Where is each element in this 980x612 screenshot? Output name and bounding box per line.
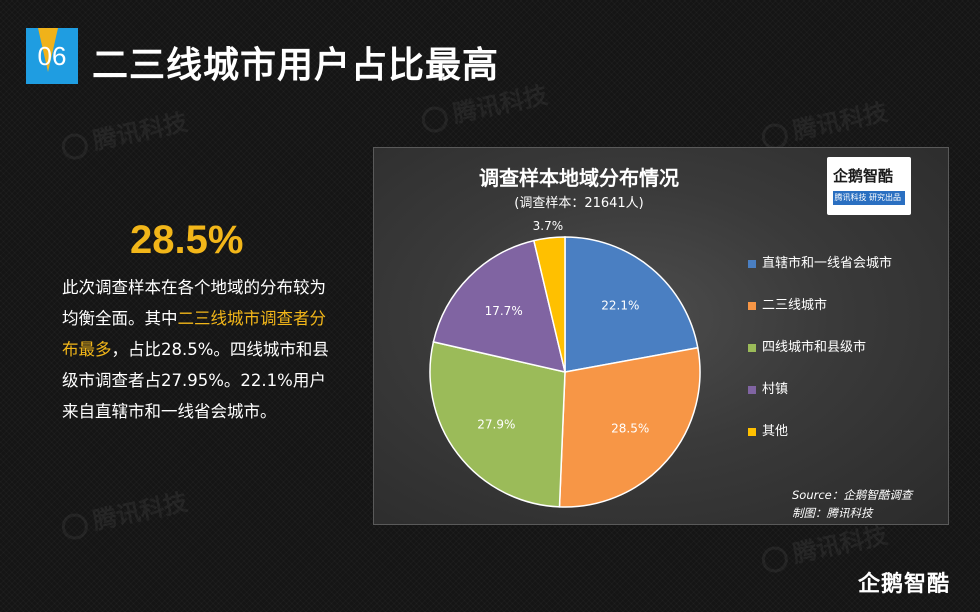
legend-item-4: 其他: [748, 420, 892, 462]
legend-item-0: 直辖市和一线省会城市: [748, 252, 892, 294]
pie-slice-3: [432, 239, 567, 373]
description-part-2: ，占比28.5%。四线城市和县级市调查者占27.95%。22.1%用户来自直辖市…: [62, 340, 329, 421]
pie-slice-1: [558, 346, 701, 508]
legend-item-1: 二三线城市: [748, 294, 892, 336]
legend-label-2: 四线城市和县级市: [762, 340, 867, 355]
pie-slice-2: [429, 341, 566, 508]
slide-number-tab: 06: [26, 28, 78, 84]
description-part-1: 此次调查样本在各个地域的分布较为均衡全面。其中: [62, 278, 326, 328]
legend-swatch-0: [748, 259, 756, 268]
description-text: 此次调查样本在各个地域的分布较为均衡全面。其中二三线城市调查者分布最多，占比28…: [62, 272, 342, 427]
legend-label-3: 村镇: [762, 382, 789, 397]
legend-label-4: 其他: [762, 424, 789, 439]
chart-logo-subtitle: 腾讯科技 研究出品: [833, 191, 905, 205]
pie-slice-4: [532, 236, 566, 373]
legend-swatch-1: [748, 301, 756, 310]
slide-title: 二三线城市用户占比最高: [92, 45, 500, 86]
chart-credit: 制图：腾讯科技: [792, 506, 873, 520]
pie-label-2: 27.9%: [477, 417, 515, 431]
chart-logo-name: 企鹅智酷: [833, 167, 894, 185]
pie-label-0: 22.1%: [601, 299, 639, 313]
chart-subtitle: (调查样本：21641人): [514, 196, 644, 211]
watermark-4: 腾讯科技: [58, 482, 190, 543]
watermark-1: 腾讯科技: [58, 102, 190, 163]
chart-logo: 企鹅智酷 腾讯科技 研究出品: [827, 157, 911, 215]
pie-label-3: 17.7%: [485, 304, 523, 318]
pie-chart: 22.1% 28.5% 27.9% 17.7% 3.7%: [429, 219, 701, 508]
legend-item-3: 村镇: [748, 378, 892, 420]
legend-label-0: 直辖市和一线省会城市: [762, 256, 893, 271]
chart-source-block: Source：企鹅智酷调查 制图：腾讯科技: [792, 486, 912, 522]
chart-panel: 调查样本地域分布情况 (调查样本：21641人) 企鹅智酷 腾讯科技 研究出品 …: [373, 147, 949, 525]
legend-swatch-4: [748, 427, 756, 436]
slide-number: 06: [37, 41, 67, 71]
pie-slice-0: [564, 236, 699, 373]
tab-accent-shape: [38, 28, 58, 72]
chart-source: Source：企鹅智酷调查: [792, 488, 913, 502]
pie-label-4: 3.7%: [533, 219, 564, 233]
legend-swatch-3: [748, 385, 756, 394]
legend-label-1: 二三线城市: [762, 298, 828, 313]
chart-legend: 直辖市和一线省会城市 二三线城市四线城市和县级市 村镇其他: [748, 252, 892, 462]
chart-title: 调查样本地域分布情况: [479, 166, 679, 190]
legend-item-2: 四线城市和县级市: [748, 336, 892, 378]
legend-swatch-2: [748, 343, 756, 352]
brand-logo: 企鹅智酷: [858, 572, 951, 597]
pie-label-1: 28.5%: [611, 422, 649, 436]
description-highlight: 二三线城市调查者分布最多: [62, 309, 326, 359]
watermark-3: 腾讯科技: [758, 92, 890, 153]
highlight-percentage: 28.5%: [130, 218, 244, 262]
